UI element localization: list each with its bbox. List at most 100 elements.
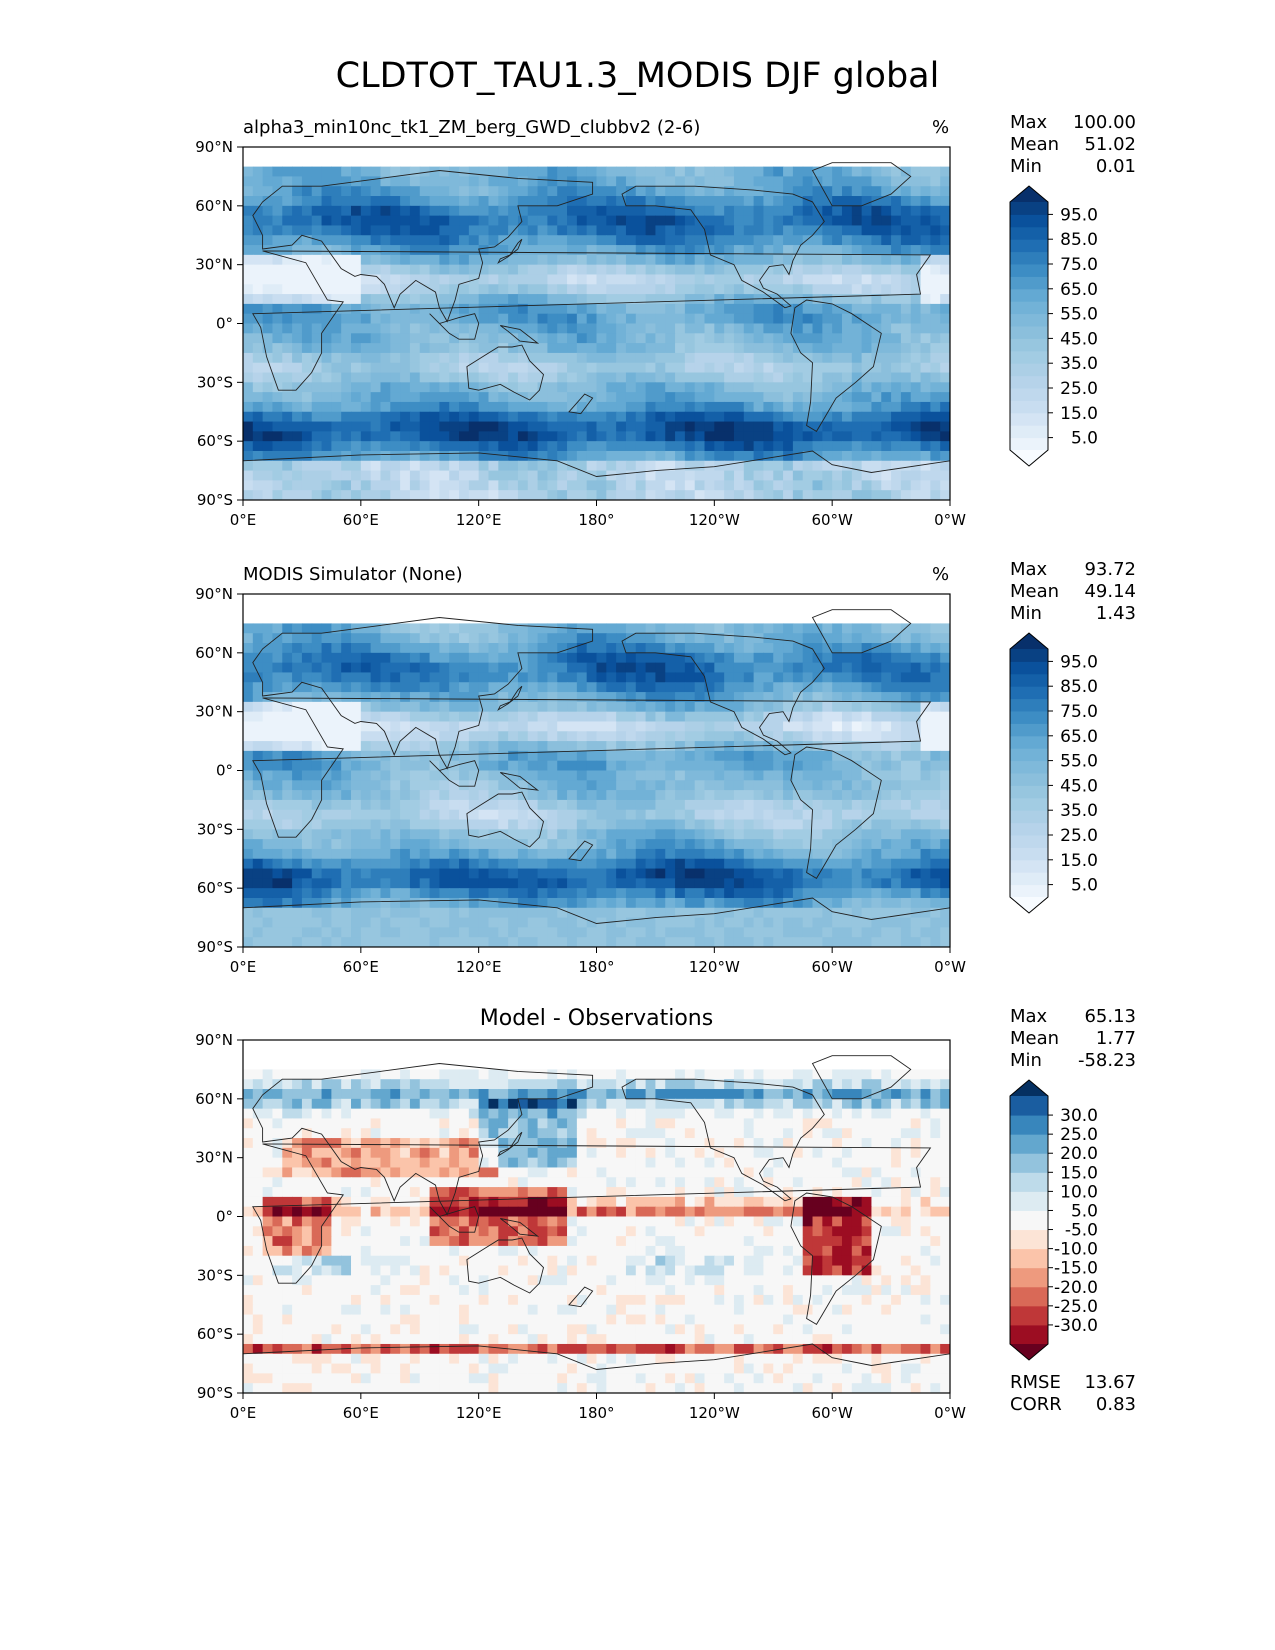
field-cell xyxy=(576,937,588,947)
field-cell xyxy=(783,274,794,285)
field-cell xyxy=(930,741,941,752)
field-cell xyxy=(900,760,912,772)
field-cell xyxy=(606,711,617,723)
field-cell xyxy=(537,770,548,781)
field-cell xyxy=(841,264,853,276)
field-cell xyxy=(675,382,686,393)
field-cell xyxy=(714,421,725,432)
field-cell xyxy=(920,411,931,423)
field-cell xyxy=(871,799,882,811)
field-cell xyxy=(635,343,647,354)
field-cell xyxy=(488,215,499,227)
field-cell xyxy=(920,750,931,762)
field-cell xyxy=(311,333,323,344)
field-cell xyxy=(478,264,490,276)
colorbar-bin xyxy=(1010,425,1048,439)
field-cell xyxy=(429,711,440,723)
field-cell xyxy=(252,176,264,187)
field-cell xyxy=(851,750,863,762)
field-cell xyxy=(547,819,558,830)
field-cell xyxy=(910,245,922,256)
field-cell xyxy=(930,372,941,383)
field-cell xyxy=(429,264,440,276)
field-cell xyxy=(370,917,382,928)
field-cell xyxy=(409,790,421,801)
field-cell xyxy=(792,858,804,870)
field-cell xyxy=(331,176,342,187)
field-cell xyxy=(351,927,362,938)
field-cell xyxy=(753,917,765,928)
field-cell xyxy=(311,888,323,899)
field-cell xyxy=(900,897,912,909)
field-cell xyxy=(409,333,421,344)
field-cell xyxy=(400,760,411,772)
colorbar-bin xyxy=(1010,661,1048,675)
field-cell xyxy=(606,460,617,472)
field-cell xyxy=(576,652,588,664)
field-cell xyxy=(282,480,293,491)
field-cell xyxy=(832,790,843,801)
field-cell xyxy=(351,470,362,481)
field-cell xyxy=(753,770,765,781)
field-cell xyxy=(832,809,843,821)
field-cell xyxy=(763,672,774,683)
field-cell xyxy=(655,284,666,295)
field-cell xyxy=(792,662,804,674)
figure-title: CLDTOT_TAU1.3_MODIS DJF global xyxy=(335,56,940,96)
coastline xyxy=(497,685,523,711)
field-cell xyxy=(822,401,833,413)
field-cell xyxy=(429,672,440,683)
field-cell xyxy=(684,741,696,752)
field-cell xyxy=(773,480,784,491)
field-cell xyxy=(841,927,853,938)
field-cell xyxy=(655,858,666,870)
colorbar-tick-label: 55.0 xyxy=(1060,305,1098,325)
field-cell xyxy=(704,633,715,644)
field-cell xyxy=(282,431,293,442)
field-cell xyxy=(900,790,912,801)
field-cell xyxy=(812,421,823,432)
field-cell xyxy=(704,352,715,364)
field-cell xyxy=(321,274,332,285)
field-cell xyxy=(488,186,499,197)
field-cell xyxy=(743,770,755,781)
field-cell xyxy=(645,652,657,664)
field-cell xyxy=(419,682,431,693)
field-cell xyxy=(449,790,460,801)
field-cell xyxy=(724,245,735,256)
field-cell xyxy=(449,692,460,703)
field-cell xyxy=(508,333,519,344)
field-cell xyxy=(311,205,323,217)
field-cell xyxy=(400,470,411,481)
field-cell xyxy=(243,166,254,178)
field-cell xyxy=(351,662,362,674)
field-cell xyxy=(351,382,362,393)
x-tick-label: 60°W xyxy=(811,958,853,976)
field-cell xyxy=(861,196,873,207)
field-cell xyxy=(586,888,598,899)
field-cell xyxy=(763,362,774,374)
field-cell xyxy=(665,411,676,423)
coastline xyxy=(790,299,882,433)
field-cell xyxy=(449,431,460,442)
field-cell xyxy=(272,927,283,938)
field-cell xyxy=(243,303,254,315)
field-cell xyxy=(586,819,598,830)
field-cell xyxy=(665,490,676,500)
field-cell xyxy=(871,254,882,266)
field-cell xyxy=(419,176,431,187)
field-cell xyxy=(517,878,529,889)
field-cell xyxy=(773,848,784,860)
field-cell xyxy=(625,323,637,334)
field-cell xyxy=(419,809,431,821)
field-cell xyxy=(517,682,529,693)
field-cell xyxy=(468,294,480,305)
field-cell xyxy=(243,692,254,703)
field-cell xyxy=(841,303,853,315)
field-cell xyxy=(439,819,450,830)
field-cell xyxy=(802,917,814,928)
field-cell xyxy=(370,294,382,305)
field-cell xyxy=(724,937,735,947)
field-cell xyxy=(262,166,274,178)
field-cell xyxy=(508,186,519,197)
